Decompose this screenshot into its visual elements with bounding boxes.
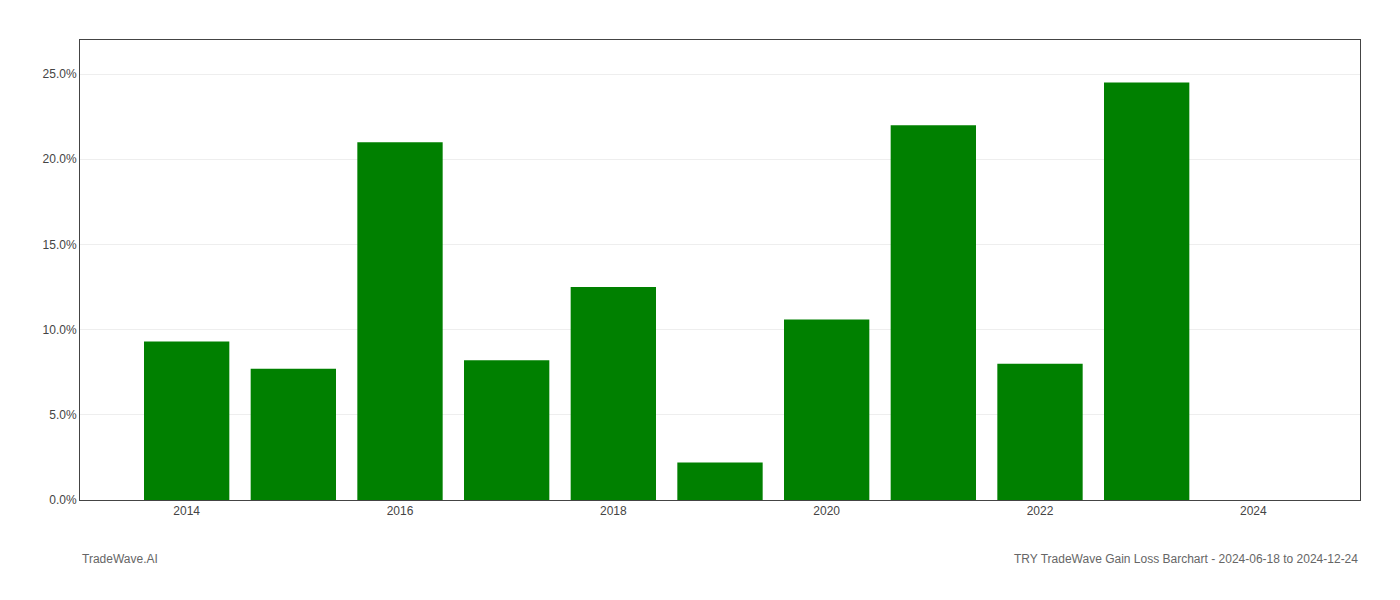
svg-text:TRY TradeWave Gain Loss Barcha: TRY TradeWave Gain Loss Barchart - 2024-… — [1014, 552, 1358, 566]
svg-text:2024: 2024 — [1240, 504, 1267, 518]
svg-text:10.0%: 10.0% — [43, 323, 77, 337]
svg-text:20.0%: 20.0% — [43, 152, 77, 166]
svg-text:2022: 2022 — [1027, 504, 1054, 518]
svg-text:2014: 2014 — [173, 504, 200, 518]
svg-text:5.0%: 5.0% — [49, 408, 77, 422]
svg-text:0.0%: 0.0% — [49, 493, 77, 507]
svg-text:2016: 2016 — [387, 504, 414, 518]
svg-text:25.0%: 25.0% — [43, 67, 77, 81]
svg-text:15.0%: 15.0% — [43, 238, 77, 252]
svg-text:2020: 2020 — [813, 504, 840, 518]
svg-text:TradeWave.AI: TradeWave.AI — [82, 552, 158, 566]
svg-text:2018: 2018 — [600, 504, 627, 518]
